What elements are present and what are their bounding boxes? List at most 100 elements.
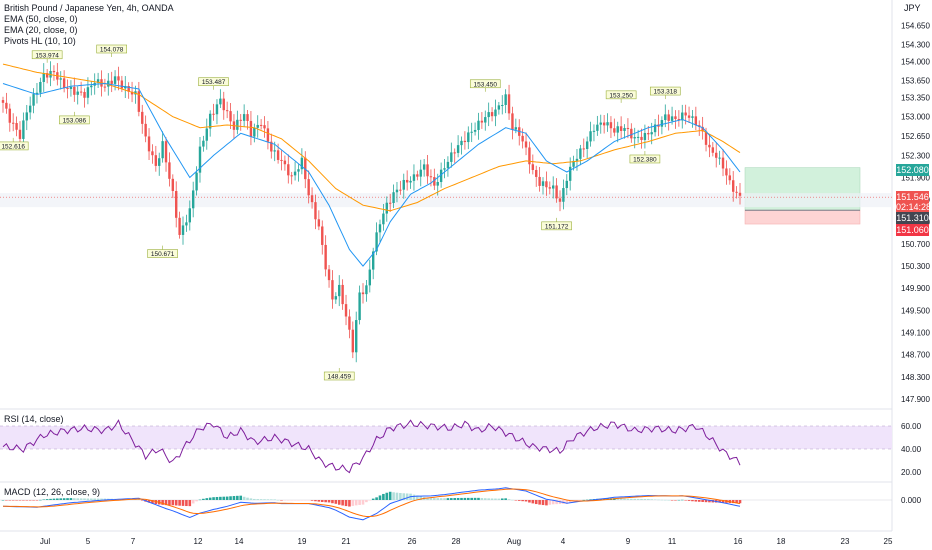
macd-histogram-bar — [270, 499, 273, 500]
target-price-tag: 152.080 — [896, 164, 929, 176]
candle-body — [501, 104, 504, 106]
candle-body — [287, 164, 290, 176]
rsi-legend[interactable]: RSI (14, close) — [4, 414, 64, 424]
macd-histogram-bar — [460, 497, 463, 500]
macd-histogram-bar — [402, 493, 406, 500]
candle-body — [242, 114, 246, 121]
macd-histogram-bar — [507, 499, 511, 500]
candle-body — [504, 94, 507, 105]
macd-legend[interactable]: MACD (12, 26, close, 9) — [4, 487, 101, 497]
candle-body — [647, 132, 650, 135]
macd-histogram-bar — [548, 500, 552, 505]
candle-body — [5, 102, 8, 109]
candle-body — [263, 125, 266, 129]
candle-body — [249, 120, 253, 137]
candle-body — [494, 109, 497, 117]
price-tick-label: 153.350 — [901, 93, 930, 102]
candle-body — [127, 86, 130, 92]
macd-histogram-bar — [524, 500, 528, 502]
macd-histogram-bar — [331, 500, 334, 504]
macd-histogram-bar — [429, 498, 433, 500]
macd-histogram-bar — [684, 500, 687, 501]
candle-body — [585, 141, 589, 149]
candle-body — [535, 169, 538, 177]
candle-body — [317, 219, 321, 227]
candle-body — [314, 202, 317, 220]
macd-histogram-bar — [253, 498, 256, 500]
macd-histogram-bar — [22, 500, 25, 501]
candle-body — [691, 116, 694, 118]
macd-histogram-bar — [399, 493, 402, 500]
countdown-tag: 02:14:28 — [896, 201, 932, 213]
ema50-line — [2, 63, 741, 212]
candle-body — [531, 164, 535, 170]
macd-histogram-bar — [365, 500, 368, 503]
macd-histogram-bar — [293, 500, 297, 501]
macd-histogram-bar — [137, 499, 141, 500]
candle-body — [436, 182, 439, 186]
candle-body — [640, 136, 643, 140]
macd-histogram-bar — [453, 498, 457, 500]
macd-histogram-bar — [181, 500, 185, 506]
candle-body — [725, 168, 728, 176]
candle-body — [650, 132, 653, 135]
macd-histogram-bar — [731, 500, 735, 504]
candle-body — [708, 144, 711, 148]
ema20-legend[interactable]: EMA (20, close, 0) — [4, 25, 78, 35]
candle-body — [582, 148, 585, 150]
macd-histogram-bar — [174, 500, 178, 506]
candle-body — [304, 157, 307, 180]
pivot-label: 152.616 — [1, 143, 25, 150]
candle-body — [147, 136, 151, 152]
candle-body — [259, 124, 263, 126]
ema50-legend[interactable]: EMA (50, close, 0) — [4, 14, 78, 24]
macd-histogram-bar — [49, 498, 52, 500]
macd-histogram-bar — [531, 500, 535, 504]
position-loss-zone — [744, 209, 861, 225]
pivot-label-box — [198, 77, 229, 87]
candle-body — [253, 127, 256, 137]
pivot-label: 153.250 — [609, 92, 633, 99]
macd-histogram-bar — [433, 498, 436, 500]
macd-histogram-bar — [426, 497, 429, 500]
price-tick-label: 154.650 — [901, 21, 930, 30]
candle-body — [32, 94, 35, 106]
time-tick-label: 26 — [408, 537, 417, 546]
macd-histogram-bar — [636, 498, 640, 500]
macd-histogram-bar — [490, 498, 494, 500]
candle-body — [684, 112, 687, 116]
candle-body — [256, 124, 259, 128]
macd-histogram-bar — [344, 500, 348, 507]
rsi-tick-label: 20.00 — [901, 468, 922, 477]
macd-histogram-bar — [541, 500, 545, 506]
macd-histogram-bar — [79, 498, 83, 500]
macd-histogram-bar — [222, 496, 226, 500]
macd-histogram-bar — [25, 500, 29, 501]
pivots-legend[interactable]: Pivots HL (10, 10) — [4, 36, 76, 46]
macd-histogram-bar — [191, 500, 195, 504]
macd-histogram-bar — [500, 498, 504, 500]
macd-histogram-bar — [405, 493, 409, 500]
macd-histogram-bar — [534, 500, 538, 505]
symbol-title[interactable]: British Pound / Japanese Yen, 4h, OANDA — [4, 3, 174, 13]
macd-histogram-bar — [504, 498, 507, 500]
macd-histogram-bar — [62, 498, 66, 500]
candle-body — [293, 171, 297, 176]
macd-histogram-bar — [718, 500, 721, 503]
candle-body — [490, 112, 494, 117]
candle-body — [300, 157, 304, 170]
macd-histogram-bar — [354, 500, 358, 506]
candle-body — [358, 292, 361, 321]
candle-body — [191, 190, 195, 209]
candle-body — [643, 132, 647, 140]
candle-body — [409, 180, 412, 183]
candle-body — [229, 111, 232, 122]
macd-histogram-bar — [90, 498, 93, 500]
candle-body — [283, 160, 287, 165]
macd-histogram-bar — [677, 499, 681, 501]
macd-histogram-bar — [208, 497, 212, 500]
candle-body — [344, 304, 348, 317]
macd-histogram-bar — [205, 498, 209, 500]
candle-body — [548, 187, 552, 189]
